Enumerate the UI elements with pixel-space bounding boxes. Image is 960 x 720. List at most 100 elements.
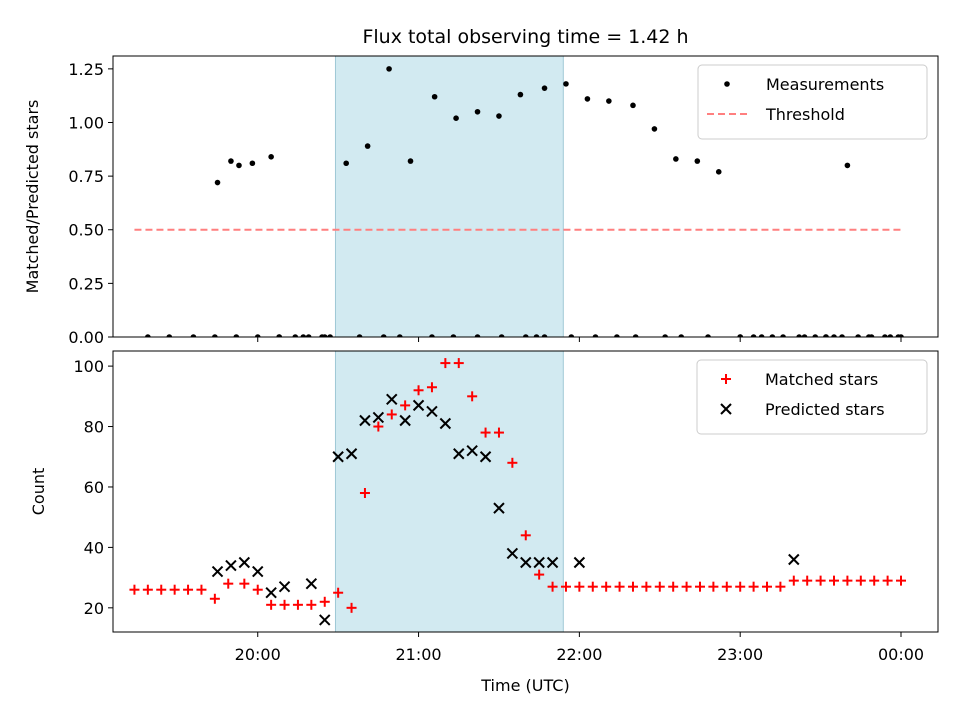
data-point <box>142 584 153 595</box>
data-point <box>708 581 719 592</box>
legend-matched-swatch <box>721 374 731 384</box>
data-point <box>480 427 491 438</box>
data-point <box>238 556 251 569</box>
data-point <box>319 334 325 337</box>
data-point <box>641 581 652 592</box>
data-point <box>788 575 799 586</box>
data-point <box>212 334 218 337</box>
data-point <box>333 587 344 598</box>
data-point <box>506 547 519 560</box>
data-point <box>265 587 277 599</box>
data-point <box>396 334 403 337</box>
data-point <box>236 162 242 169</box>
data-point <box>721 581 732 592</box>
data-point <box>359 414 371 427</box>
data-point <box>606 98 612 104</box>
plot-area <box>129 358 907 626</box>
y-axis-label: Matched/Predicted stars <box>23 100 42 294</box>
data-point <box>584 96 591 102</box>
data-point <box>533 556 545 569</box>
data-point <box>802 575 813 586</box>
data-point <box>761 581 772 592</box>
data-point <box>496 113 502 119</box>
data-point <box>266 599 277 610</box>
y-tick-label: 1.25 <box>68 60 104 79</box>
data-point <box>868 334 875 337</box>
axes-frame <box>112 55 939 338</box>
data-point <box>705 334 711 337</box>
data-point <box>780 334 786 337</box>
data-point <box>614 581 625 592</box>
data-point <box>769 334 776 337</box>
data-point <box>166 334 173 337</box>
data-point <box>386 409 397 420</box>
y-tick-label: 0.00 <box>68 328 104 347</box>
data-point <box>498 334 505 337</box>
data-point <box>356 334 363 337</box>
data-point <box>844 162 851 169</box>
data-point <box>233 334 240 337</box>
data-point <box>169 584 180 595</box>
data-point <box>614 334 620 337</box>
data-point <box>332 451 344 463</box>
data-point <box>129 584 140 595</box>
data-point <box>546 556 559 569</box>
data-point <box>534 569 545 580</box>
data-point <box>400 400 411 411</box>
y-axis-label: Count <box>29 468 48 516</box>
data-point <box>574 581 585 592</box>
y-tick-label: 0.75 <box>68 167 104 186</box>
legend-label: Measurements <box>766 75 884 94</box>
data-point <box>292 334 299 337</box>
data-point <box>466 445 478 457</box>
data-point <box>453 115 459 122</box>
data-point <box>541 85 548 91</box>
data-point <box>372 411 385 424</box>
data-point <box>300 334 307 337</box>
data-point <box>668 581 679 592</box>
data-point <box>533 334 540 337</box>
data-point <box>386 66 392 72</box>
data-point <box>735 581 746 592</box>
data-point <box>440 358 451 369</box>
top-panel: 0.00 0.25 0.50 0.75 1.00 1.25 Matched/Predicte… <box>23 26 939 347</box>
data-point <box>364 143 371 149</box>
legend-label: Matched stars <box>765 370 878 389</box>
data-point <box>748 581 759 592</box>
data-point <box>563 81 569 87</box>
data-point <box>412 399 425 412</box>
data-point <box>306 599 317 610</box>
data-point <box>276 334 282 337</box>
data-point <box>252 565 264 578</box>
data-point <box>467 391 478 402</box>
data-point <box>453 358 464 369</box>
data-point <box>839 334 845 337</box>
data-point <box>520 530 531 541</box>
data-point <box>439 417 452 430</box>
data-point <box>190 334 197 337</box>
data-point <box>869 575 880 586</box>
data-point <box>214 179 221 186</box>
data-point <box>627 581 638 592</box>
data-point <box>775 581 786 592</box>
data-point <box>319 614 331 626</box>
data-point <box>407 158 414 164</box>
data-point <box>413 385 424 396</box>
data-point <box>715 169 722 175</box>
data-point <box>228 158 234 164</box>
data-point <box>223 578 234 589</box>
legend-measurements-swatch <box>724 81 730 87</box>
data-point <box>541 334 548 337</box>
data-point <box>788 553 800 566</box>
legend-predicted-swatch <box>720 403 732 415</box>
data-point <box>737 334 743 337</box>
data-point <box>252 584 263 595</box>
data-point <box>507 457 518 468</box>
data-point <box>319 596 330 607</box>
legend-label: Threshold <box>765 105 845 124</box>
data-point <box>855 334 861 337</box>
data-point <box>882 334 888 337</box>
data-point <box>882 575 893 586</box>
y-tick-label: 100 <box>73 357 104 376</box>
